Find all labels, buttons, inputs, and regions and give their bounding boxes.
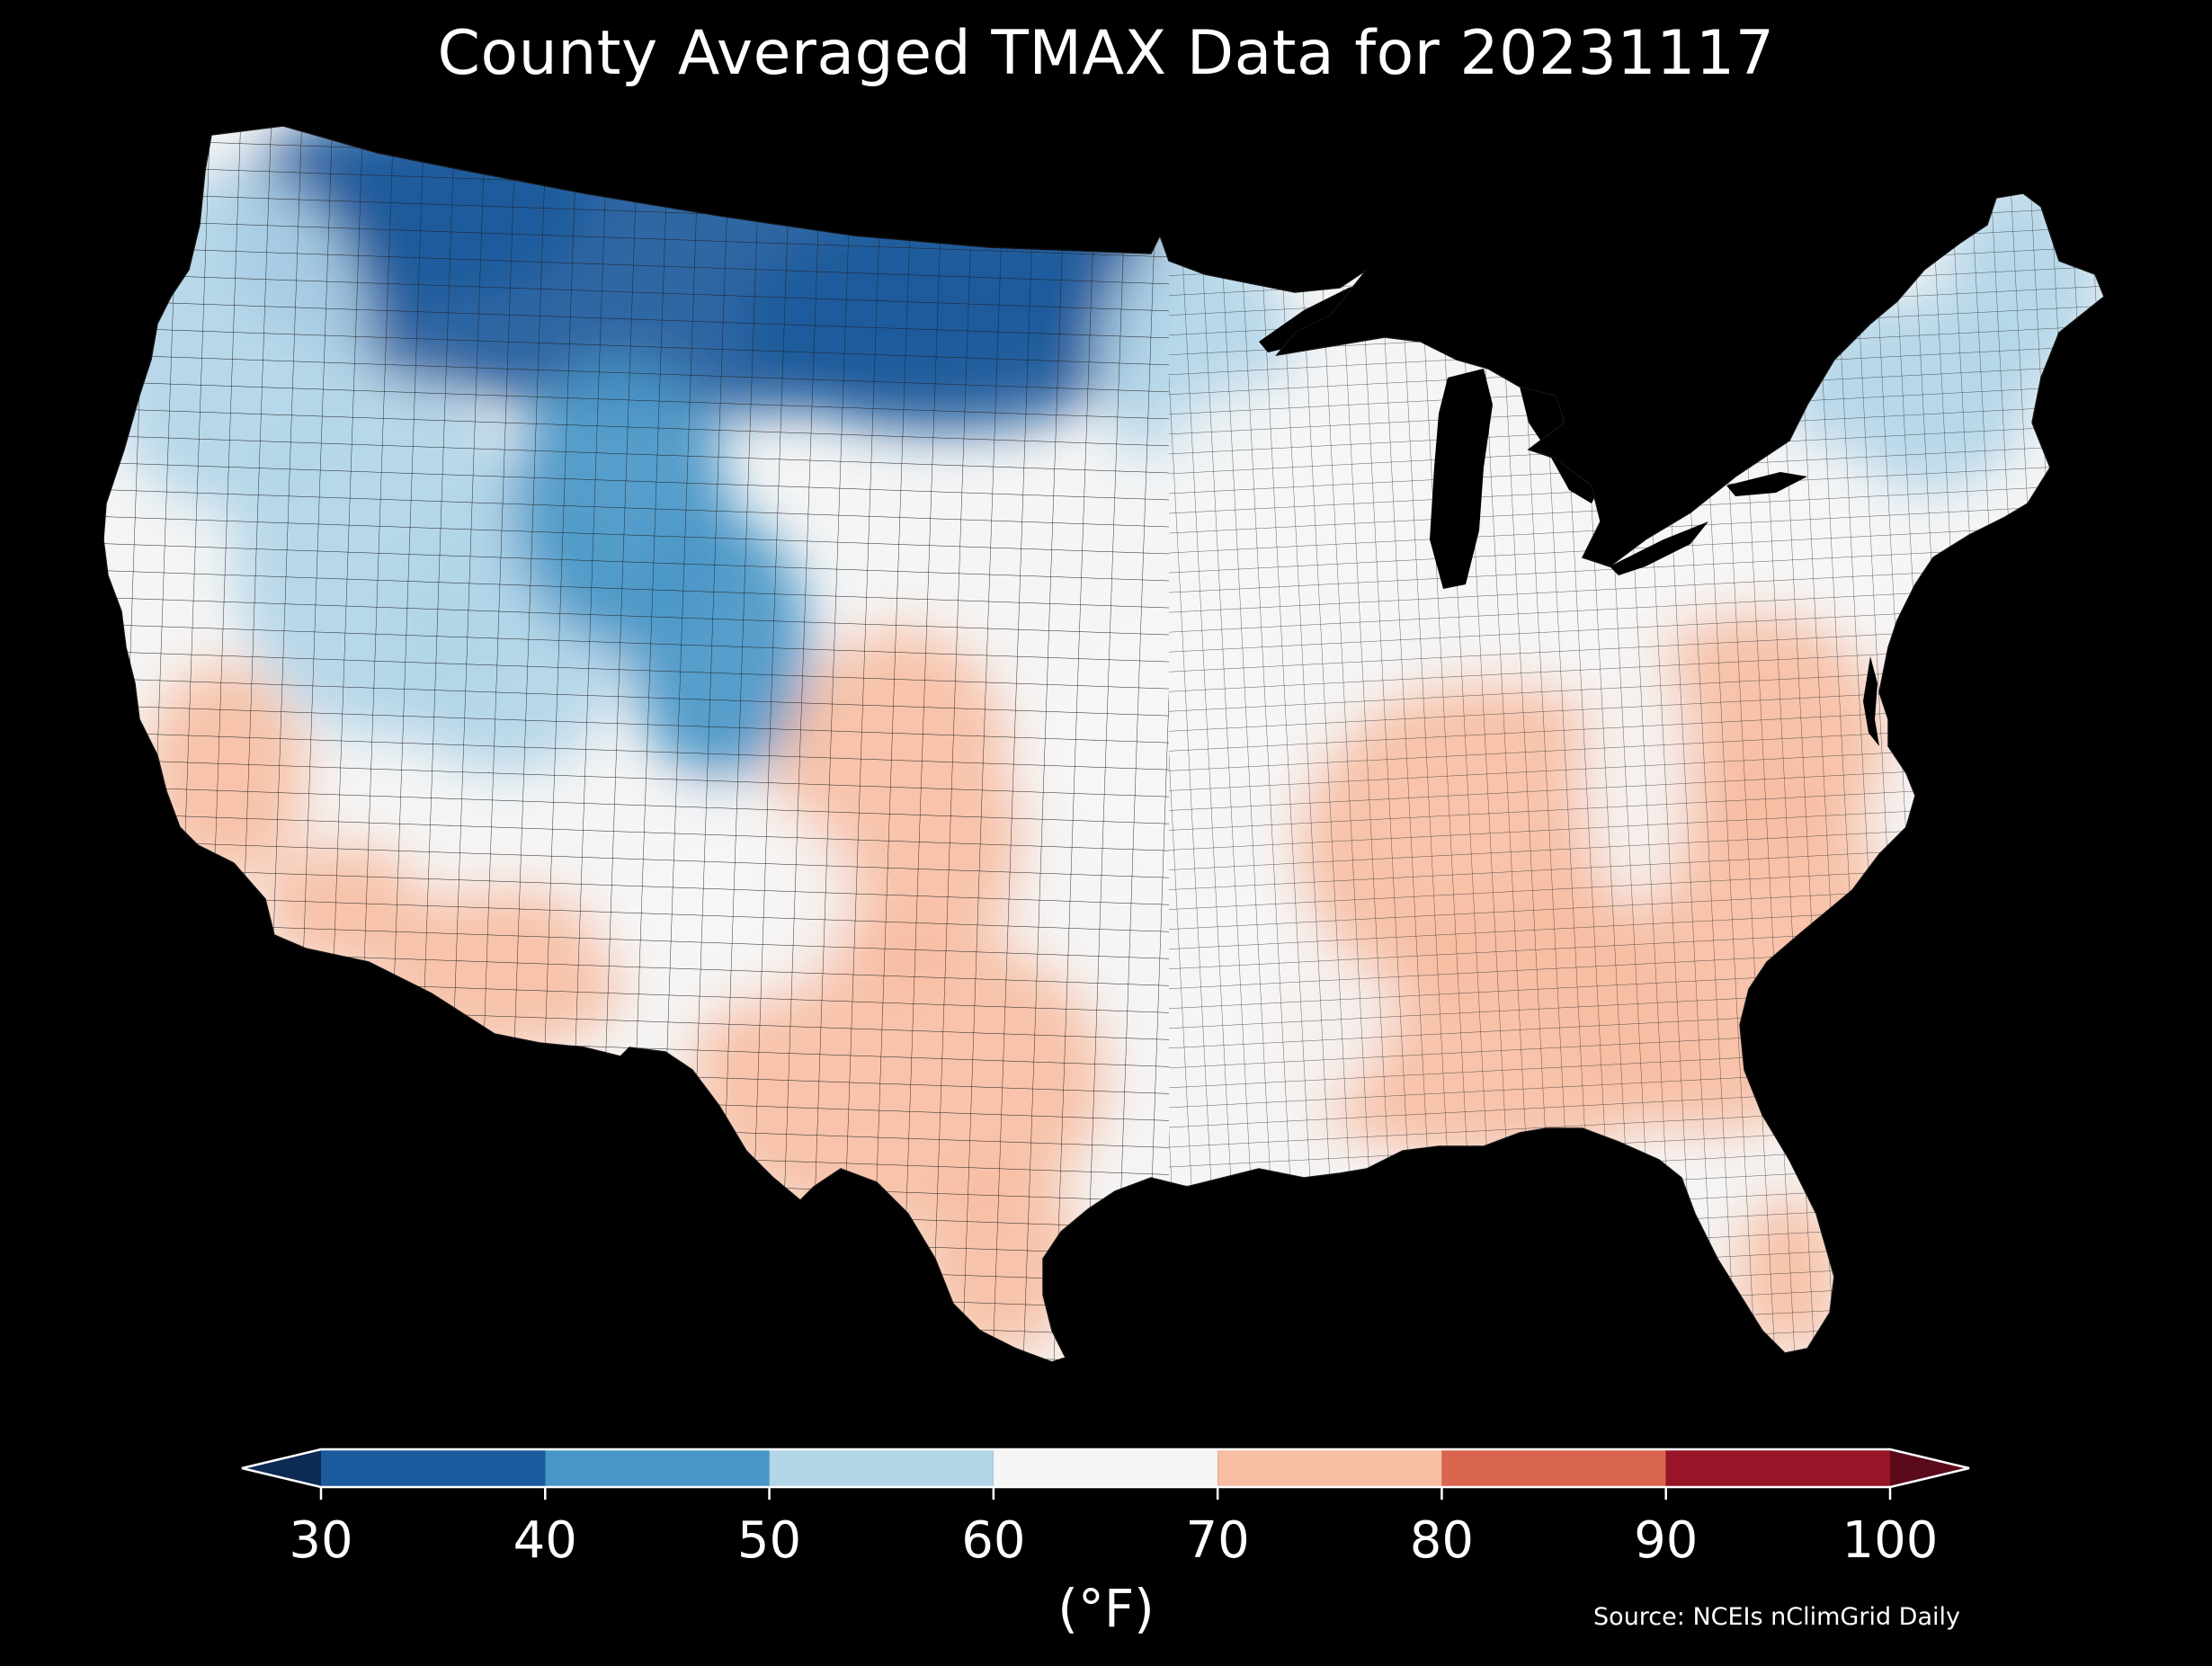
chesapeake-bay	[1863, 656, 1879, 746]
colorbar-tick-label: 40	[513, 1511, 577, 1570]
colorbar-tick-label: 70	[1185, 1511, 1250, 1570]
colorbar-tick-label: 90	[1634, 1511, 1699, 1570]
colorbar-over-extension	[1890, 1449, 1969, 1487]
colorbar-bin-60-70	[993, 1449, 1218, 1487]
choropleth-map	[103, 125, 2105, 1500]
colorbar-tick-label: 50	[736, 1511, 802, 1570]
colorbar-tick-label: 60	[961, 1511, 1026, 1570]
lake-michigan	[1430, 369, 1493, 589]
colorbar-tick-label: 100	[1842, 1511, 1939, 1570]
colorbar-tick-label: 30	[289, 1511, 353, 1570]
colorbar-bin-30-40	[321, 1449, 546, 1487]
colorbar-bin-50-60	[769, 1449, 994, 1487]
colorbar-bin-70-80	[1217, 1449, 1442, 1487]
map-title: County Averaged TMAX Data for 20231117	[437, 18, 1775, 89]
great-lakes	[1259, 281, 1879, 746]
colorbar-under-extension	[242, 1449, 321, 1487]
us-outline	[103, 125, 2105, 1363]
lake-superior	[1259, 281, 1376, 352]
colorbar-tick-label: 80	[1409, 1511, 1475, 1570]
us-county-map	[103, 125, 2105, 1363]
colorbar-bin-40-50	[545, 1449, 770, 1487]
lake-huron	[1520, 387, 1610, 503]
colorbar-bin-90-100	[1665, 1449, 1890, 1487]
colorbar-bin-80-90	[1441, 1449, 1666, 1487]
colorbar-unit-label: (°F)	[1057, 1578, 1155, 1639]
source-credit: Source: NCEIs nClimGrid Daily	[1593, 1603, 1960, 1631]
lake-ontario	[1726, 472, 1807, 496]
lake-erie	[1610, 521, 1708, 575]
